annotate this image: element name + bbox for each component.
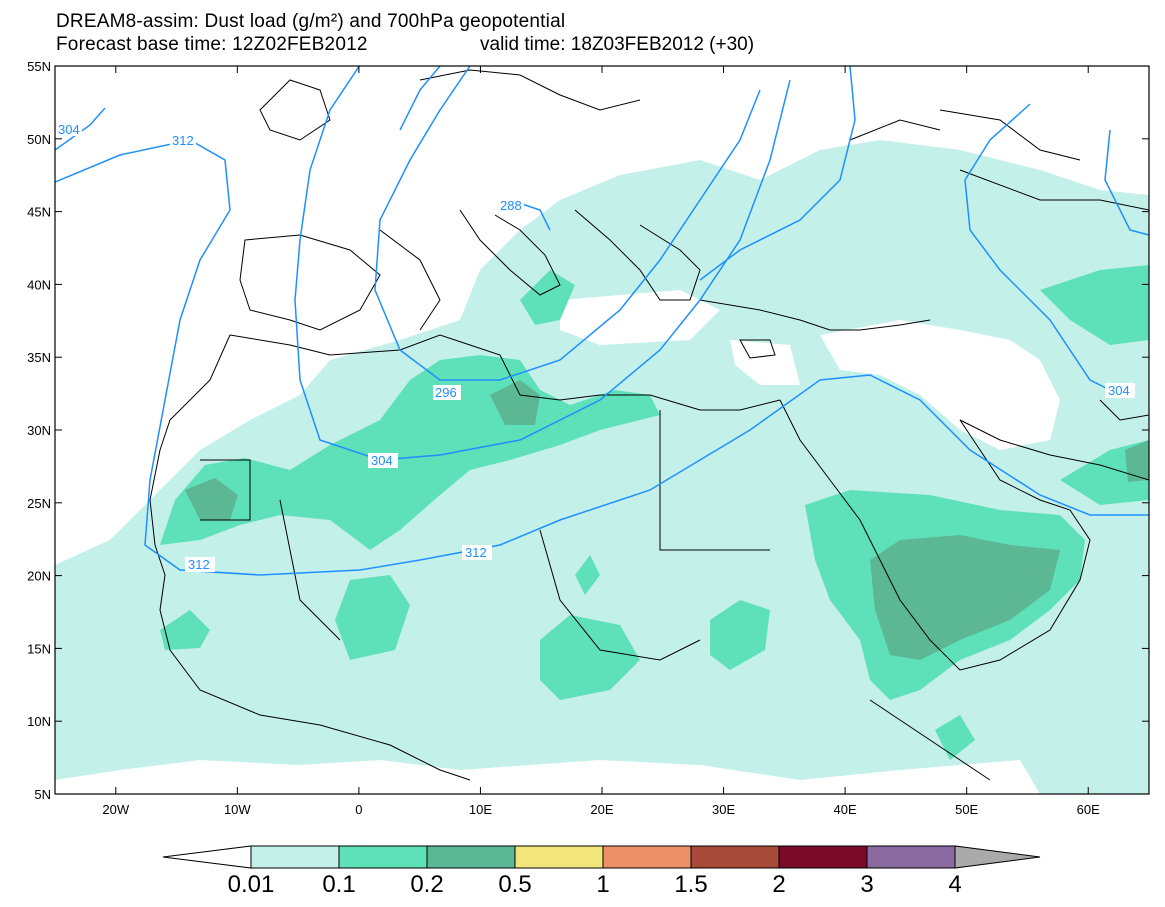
colorbar-label: 0.1 [322, 871, 355, 898]
colorbar-label: 0.5 [498, 871, 531, 898]
colorbar-label: 0.01 [228, 871, 275, 898]
colorbar-swatch [338, 845, 428, 869]
coastlines [149, 69, 1149, 781]
colorbar-swatch [690, 845, 780, 869]
colorbar-swatch [778, 845, 868, 869]
lat-tick-label: 50N [27, 132, 51, 147]
lat-tick-label: 35N [27, 350, 51, 365]
colorbar-swatch [514, 845, 604, 869]
colorbar-min-arrow [162, 845, 252, 869]
lon-tick-label: 50E [955, 802, 978, 817]
contour-label-288: 288 [500, 198, 522, 213]
lon-tick-label: 40E [834, 802, 857, 817]
colorbar: 0.01 0.1 0.2 0.5 1 1.5 2 3 4 [162, 845, 1041, 898]
lon-tick-label: 30E [712, 802, 735, 817]
lon-tick-label: 10W [224, 802, 251, 817]
contour-label-312-c: 312 [188, 557, 210, 572]
colorbar-label: 3 [860, 871, 873, 898]
colorbar-label: 0.2 [410, 871, 443, 898]
lon-tick-label: 60E [1077, 802, 1100, 817]
longitude-axis: 20W 10W 0 10E 20E 30E 40E 50E 60E [102, 66, 1100, 817]
colorbar-swatch [866, 845, 956, 869]
lon-tick-label: 0 [355, 802, 362, 817]
valid-time: valid time: 18Z03FEB2012 (+30) [480, 34, 755, 55]
contour-label-312-b: 312 [465, 545, 487, 560]
latitude-axis: 55N 50N 45N 40N 35N 30N 25N 20N 15N 10N 5N [27, 59, 1149, 802]
colorbar-label: 4 [948, 871, 961, 898]
lat-tick-label: 30N [27, 423, 51, 438]
lon-tick-label: 10E [469, 802, 492, 817]
lat-tick-label: 20N [27, 569, 51, 584]
colorbar-max-arrow [954, 845, 1041, 869]
contour-label-304-a: 304 [58, 122, 80, 137]
lat-tick-label: 15N [27, 641, 51, 656]
lat-tick-label: 55N [27, 59, 51, 74]
lat-tick-label: 45N [27, 205, 51, 220]
dust-area-0.01-b [850, 145, 1000, 210]
colorbar-label: 2 [772, 871, 785, 898]
colorbar-label: 1 [596, 871, 609, 898]
contour-label-312-a: 312 [172, 133, 194, 148]
lat-tick-label: 5N [34, 787, 51, 802]
chart-title: DREAM8-assim: Dust load (g/m²) and 700hP… [56, 11, 566, 32]
lat-tick-label: 40N [27, 277, 51, 292]
colorbar-swatch [602, 845, 692, 869]
colorbar-swatch [250, 845, 340, 869]
lon-tick-label: 20E [590, 802, 613, 817]
lat-tick-label: 10N [27, 714, 51, 729]
contour-label-296: 296 [435, 385, 457, 400]
colorbar-swatch [426, 845, 516, 869]
dust-area-0.2 [870, 535, 1060, 660]
dust-shading [55, 140, 1149, 794]
lat-tick-label: 25N [27, 496, 51, 511]
forecast-base-time: Forecast base time: 12Z02FEB2012 [56, 34, 368, 55]
contour-label-304-b: 304 [371, 453, 393, 468]
geopotential-contours [55, 66, 1149, 576]
colorbar-label: 1.5 [674, 871, 707, 898]
contour-labels: 304 312 288 296 304 312 312 304 [56, 122, 1135, 572]
contour-label-304-c: 304 [1108, 383, 1130, 398]
lon-tick-label: 20W [102, 802, 129, 817]
